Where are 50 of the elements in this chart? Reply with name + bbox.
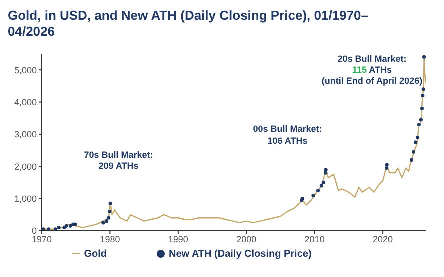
point bbox=[107, 216, 111, 220]
annotation: 00s Bull Market: bbox=[253, 124, 322, 136]
point bbox=[324, 168, 328, 172]
x-tick-label: 1990 bbox=[168, 234, 188, 244]
point bbox=[42, 228, 46, 231]
point bbox=[422, 55, 426, 59]
y-tick-label: 0 bbox=[32, 226, 37, 236]
point bbox=[57, 226, 61, 230]
x-tick-label: 1970 bbox=[32, 234, 52, 244]
y-tick-label: 1,000 bbox=[14, 194, 37, 204]
point bbox=[54, 228, 58, 231]
x-tick-label: 2020 bbox=[373, 234, 394, 244]
point bbox=[312, 194, 316, 198]
x-tick-label: 2000 bbox=[236, 234, 257, 244]
x-tick-label: 2010 bbox=[304, 234, 325, 244]
point bbox=[414, 140, 418, 144]
point bbox=[68, 224, 72, 228]
chart-title: Gold, in USD, and New ATH (Daily Closing Price), 01/1970–04/2026 bbox=[8, 8, 370, 40]
y-tick-label: 4,000 bbox=[14, 97, 37, 108]
point bbox=[412, 150, 416, 154]
point bbox=[322, 180, 326, 185]
point bbox=[420, 106, 424, 110]
point bbox=[385, 166, 389, 170]
legend-label: Gold bbox=[84, 249, 107, 260]
annotation: 115 ATHs bbox=[352, 65, 392, 76]
annotation: 70s Bull Market: bbox=[84, 150, 154, 161]
annotation: 20s Bull Market: bbox=[338, 54, 407, 65]
point bbox=[102, 221, 106, 225]
point bbox=[105, 220, 109, 224]
x-tick-label: 1980 bbox=[100, 234, 120, 244]
annotation: (until End of April 2026) bbox=[322, 76, 423, 88]
annotation: 209 ATHs bbox=[98, 161, 139, 172]
point bbox=[47, 228, 51, 231]
point bbox=[108, 202, 112, 206]
point bbox=[324, 171, 328, 175]
point bbox=[419, 118, 424, 122]
point bbox=[410, 158, 414, 162]
legend-label: New ATH (Daily Closing Price) bbox=[168, 249, 312, 260]
y-tick-label: 2,000 bbox=[14, 162, 37, 172]
point bbox=[422, 88, 426, 92]
point bbox=[108, 210, 112, 214]
y-tick-label: 5,000 bbox=[14, 65, 37, 76]
point bbox=[416, 136, 420, 140]
point bbox=[316, 188, 320, 193]
annotation: 106 ATHs bbox=[268, 136, 308, 147]
point bbox=[417, 123, 421, 127]
point bbox=[320, 184, 324, 188]
point bbox=[421, 94, 425, 98]
y-tick-label: 3,000 bbox=[14, 130, 37, 140]
point bbox=[385, 163, 389, 167]
